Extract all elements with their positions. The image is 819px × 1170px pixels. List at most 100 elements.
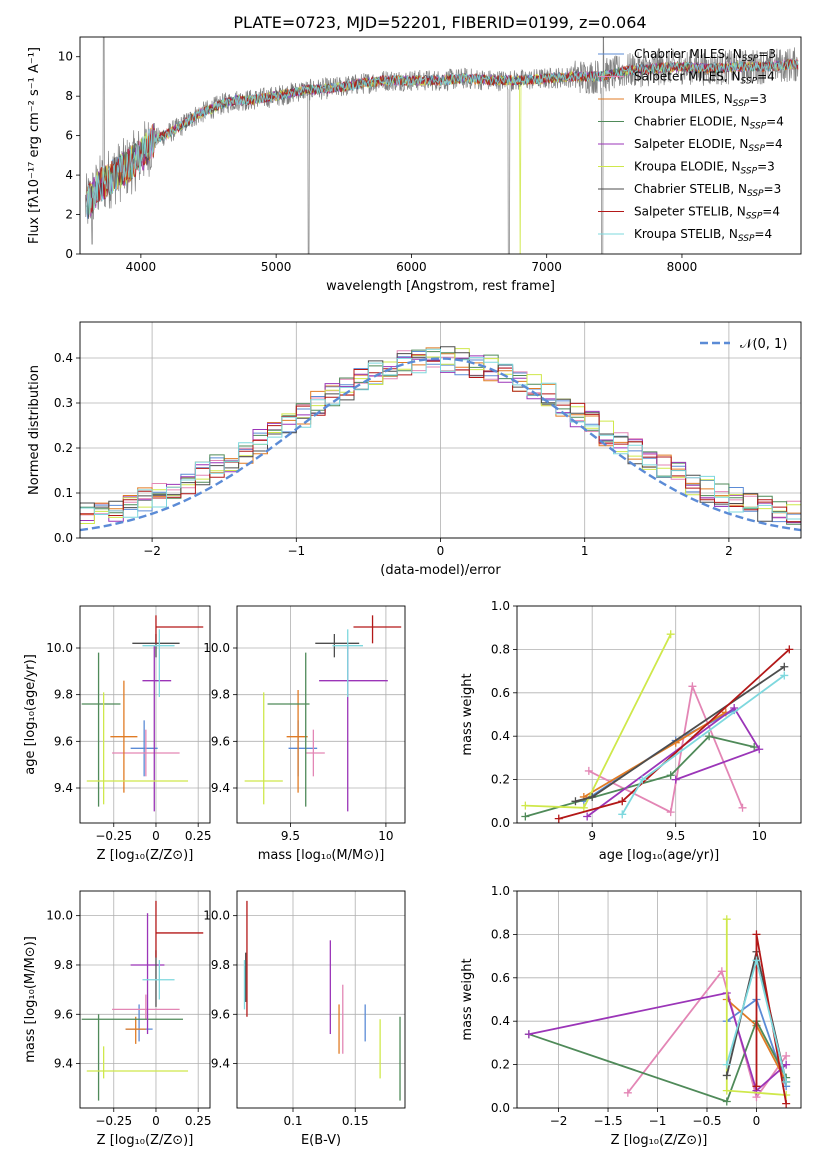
legend-nssp: 4	[775, 137, 783, 151]
weight-marker	[782, 1077, 791, 1086]
weight-marker	[623, 1088, 632, 1097]
weight-marker	[752, 956, 761, 965]
legend-label-sep: , N	[724, 160, 741, 174]
y-tick-label: 0.3	[54, 396, 73, 410]
weight-line-chabrier-elodie	[525, 735, 755, 818]
x-tick-label: 5000	[261, 260, 292, 274]
weight-marker	[722, 1060, 731, 1069]
x-tick-label: 0.1	[283, 1114, 302, 1128]
legend-series-name: Chabrier MILES	[634, 47, 725, 61]
legend-entry: 𝒩(0, 1)	[740, 337, 787, 352]
x-axis-label: age [log₁₀(age/yr)]	[599, 848, 720, 863]
axes-frame	[79, 36, 802, 255]
weight-marker	[780, 662, 789, 671]
y-axis-label: mass weight	[460, 673, 475, 755]
legend-entry: Salpeter MILES, NSSP=4	[634, 70, 775, 87]
legend-entry: Chabrier ELODIE, NSSP=4	[634, 115, 784, 132]
histogram-kroupa-stelib	[80, 348, 801, 538]
y-tick-label: 10.0	[203, 641, 230, 655]
legend-nssp: 3	[768, 47, 776, 61]
weight-marker	[524, 1030, 533, 1039]
weight-marker	[782, 1099, 791, 1108]
legend-label-sep: , N	[729, 205, 746, 219]
weight-marker	[666, 771, 675, 780]
weight-marker	[752, 930, 761, 939]
x-axis-label: Z [log₁₀(Z/Z⊙)]	[97, 1133, 194, 1148]
x-tick-label: −2	[143, 544, 161, 558]
x-tick-label: 6000	[396, 260, 427, 274]
weight-marker	[785, 645, 794, 654]
plot-area	[244, 615, 402, 812]
weight-marker	[671, 775, 680, 784]
y-tick-label: 9.8	[211, 688, 230, 702]
x-axis-label: mass [log₁₀(M/M⊙)]	[258, 848, 385, 863]
y-tick-label: 10.0	[203, 909, 230, 923]
weight-marker	[782, 1090, 791, 1099]
legend-equals: =	[757, 70, 767, 84]
x-tick-label: 0	[437, 544, 445, 558]
y-tick-label: 9.8	[211, 958, 230, 972]
legend-label-sep: , N	[721, 227, 738, 241]
legend-equals: =	[766, 115, 776, 129]
weight-marker	[618, 797, 627, 806]
legend-subscript: SSP	[741, 77, 758, 87]
weight-marker	[755, 745, 764, 754]
y-axis-label: mass weight	[460, 958, 475, 1040]
weight-marker	[782, 1060, 791, 1069]
legend-label-sep: , N	[716, 92, 733, 106]
axes-frame	[79, 890, 211, 1109]
legend-entry: Salpeter STELIB, NSSP=4	[634, 205, 780, 222]
weight-marker	[554, 814, 563, 823]
y-axis-label: Normed distribution	[27, 365, 42, 495]
y-tick-label: 0.0	[491, 816, 510, 830]
x-tick-label: 10	[752, 829, 767, 843]
legend-entry: Kroupa STELIB, NSSP=4	[634, 227, 772, 244]
legend-series-name: Kroupa MILES	[634, 92, 716, 106]
legend-entry: Salpeter ELODIE, NSSP=4	[634, 137, 783, 154]
weight-marker	[588, 792, 597, 801]
y-tick-label: 0.4	[54, 351, 73, 365]
y-tick-label: 9.8	[54, 958, 73, 972]
weight-marker	[638, 775, 647, 784]
legend-nssp: 3	[774, 182, 782, 196]
legend-subscript: SSP	[748, 144, 765, 154]
weight-marker	[722, 1071, 731, 1080]
x-tick-label: 1	[581, 544, 589, 558]
weight-line-chabrier-elodie	[528, 1018, 787, 1103]
x-tick-label: 0	[753, 1114, 761, 1128]
legend-series-name: Kroupa ELODIE	[634, 160, 724, 174]
legend-label-sep: , N	[732, 137, 749, 151]
panel-age_vs_Z: −0.25 0 0.25 9.4 9.6 9.8 10.0 Z [log₁₀(Z/Z⊙)] ag…	[23, 605, 212, 863]
x-axis-label: (data-model)/error	[380, 563, 501, 578]
y-tick-label: 0.8	[491, 927, 510, 941]
x-tick-label: −0.25	[95, 829, 132, 843]
x-tick-label: 9	[588, 829, 596, 843]
x-axis-label: E(B-V)	[301, 1133, 341, 1148]
x-tick-label: 9.5	[666, 829, 685, 843]
legend-equals: =	[754, 227, 764, 241]
panel-mass_vs_Z: −0.25 0 0.25 9.4 9.6 9.8 10.0 Z [log₁₀(Z/Z⊙)] ma…	[23, 890, 212, 1148]
legend-label-sep: , N	[725, 47, 742, 61]
legend-equals: =	[764, 182, 774, 196]
x-tick-label: −1.5	[593, 1114, 622, 1128]
plot-area	[85, 37, 799, 254]
x-tick-label: −1	[287, 544, 305, 558]
axes-frame	[236, 605, 406, 824]
y-tick-label: 0.6	[491, 971, 510, 985]
legend-label-sep: , N	[730, 182, 747, 196]
y-tick-label: 0.2	[54, 441, 73, 455]
y-tick-label: 9.6	[54, 1007, 73, 1021]
legend-nssp: 4	[772, 205, 780, 219]
x-axis-label: Z [log₁₀(Z/Z⊙)]	[97, 848, 194, 863]
weight-marker	[722, 1086, 731, 1095]
x-tick-label: 9.5	[281, 829, 300, 843]
y-tick-label: 4	[65, 168, 73, 182]
x-tick-label: 7000	[531, 260, 562, 274]
panel-weight_vs_Z: −2 −1.5 −1 −0.5 0 0.0 0.2 0.4 0.6 0.8 1.0 Z [log₁₀(…	[460, 884, 802, 1148]
legend-subscript: SSP	[750, 122, 767, 132]
plot-area	[524, 915, 791, 1108]
y-tick-label: 9.6	[211, 734, 230, 748]
y-tick-label: 8	[65, 89, 73, 103]
weight-line-salpeter-elodie	[528, 991, 787, 1093]
